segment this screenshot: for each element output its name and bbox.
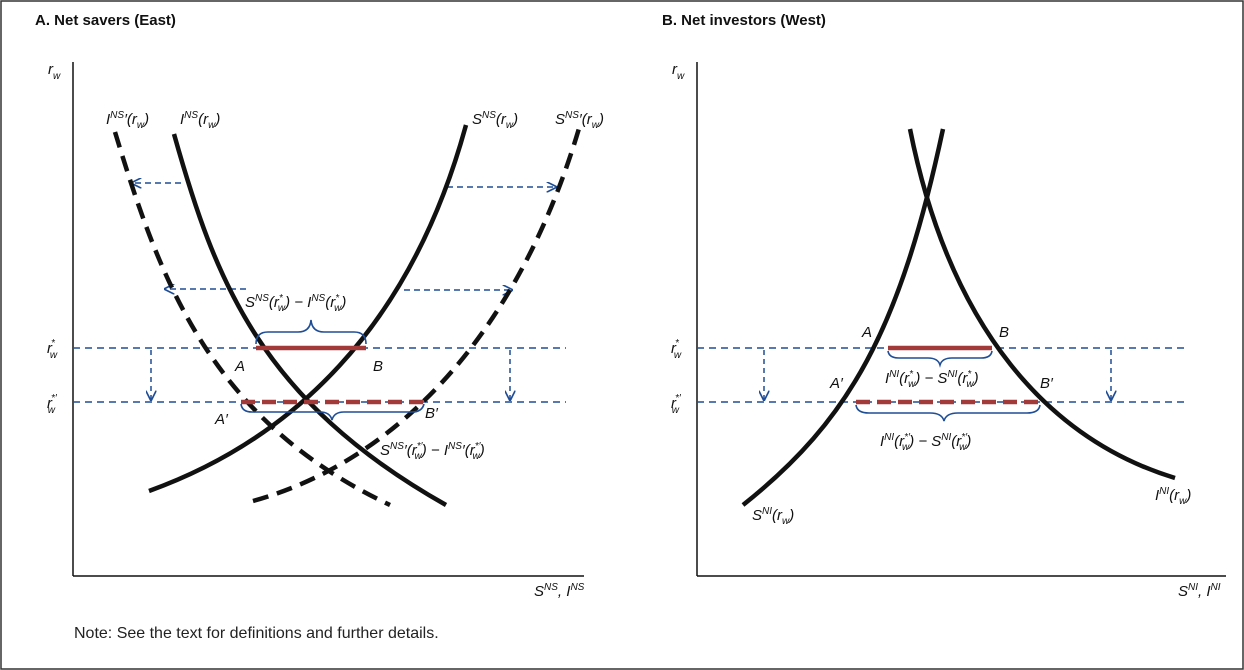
panel-a-curve-i (171, 133, 448, 507)
panel-a-tick-rstarprime: r*′ w (47, 393, 58, 416)
panel-a-gap-label-prime: SNS′(r*′ w) − INS′(r*′ w) (380, 441, 485, 462)
panel-b-point-b-prime: B′ (1040, 375, 1054, 392)
panel-a-point-b: B (373, 358, 383, 375)
panel-a-point-a: A (234, 358, 245, 375)
panel-a-title: A. Net savers (East) (35, 12, 176, 29)
note-text: Note: See the text for definitions and f… (74, 625, 439, 642)
panel-b-brace-bottom (855, 404, 1041, 422)
panel-b-point-a: A (861, 324, 872, 341)
panel-a: rw SNS, INS r* w r*′ w INS′(rw) INS(rw) SN… (47, 61, 604, 600)
panel-a-curve-s-shifted (252, 124, 583, 504)
panel-a-tick-rstar: r* w (47, 338, 58, 361)
panel-a-gap-label: SNS(r* w) − INS(r* w) (245, 293, 346, 314)
panel-b-tick-rstarprime: r*′ w (671, 393, 682, 416)
panel-a-point-b-prime: B′ (425, 405, 439, 422)
panel-b-tick-rstar: r* w (671, 338, 682, 361)
panel-b-y-axis-label: rw (672, 61, 685, 82)
panel-a-brace-bottom (240, 403, 425, 421)
panel-b-gap-label: INI(r* w) − SNI(r* w) (885, 369, 979, 390)
panel-b-brace-top (887, 350, 993, 368)
panel-b-gap-label-prime: INI(r*′ w) − SNI(r*′ w) (880, 432, 971, 453)
panel-a-label-s-shifted: SNS′(rw) (555, 110, 604, 131)
panel-b-label-i: INI(rw) (1155, 486, 1191, 507)
panel-a-curve-s (148, 124, 469, 494)
panel-b-label-s: SNI(rw) (752, 506, 794, 527)
panel-a-label-s: SNS(rw) (472, 110, 518, 131)
panel-a-label-i-shifted: INS′(rw) (106, 110, 149, 131)
panel-b-title: B. Net investors (West) (662, 12, 826, 29)
panel-a-x-axis-label: SNS, INS (534, 582, 585, 600)
panel-a-curve-i-shifted (112, 131, 391, 508)
panel-a-y-axis-label: rw (48, 61, 61, 82)
panel-b-x-axis-label: SNI, INI (1178, 582, 1221, 600)
panel-a-brace-top (255, 319, 367, 345)
panel-a-point-a-prime: A′ (214, 411, 229, 428)
panel-b: rw SNI, INI r* w r*′ w SNI(rw) INI(rw) INI… (671, 61, 1226, 600)
panel-b-curve-s (741, 128, 946, 507)
panel-a-label-i: INS(rw) (180, 110, 220, 131)
panel-b-curve-i (907, 128, 1176, 481)
panel-b-point-a-prime: A′ (829, 375, 844, 392)
panel-b-point-b: B (999, 324, 1009, 341)
